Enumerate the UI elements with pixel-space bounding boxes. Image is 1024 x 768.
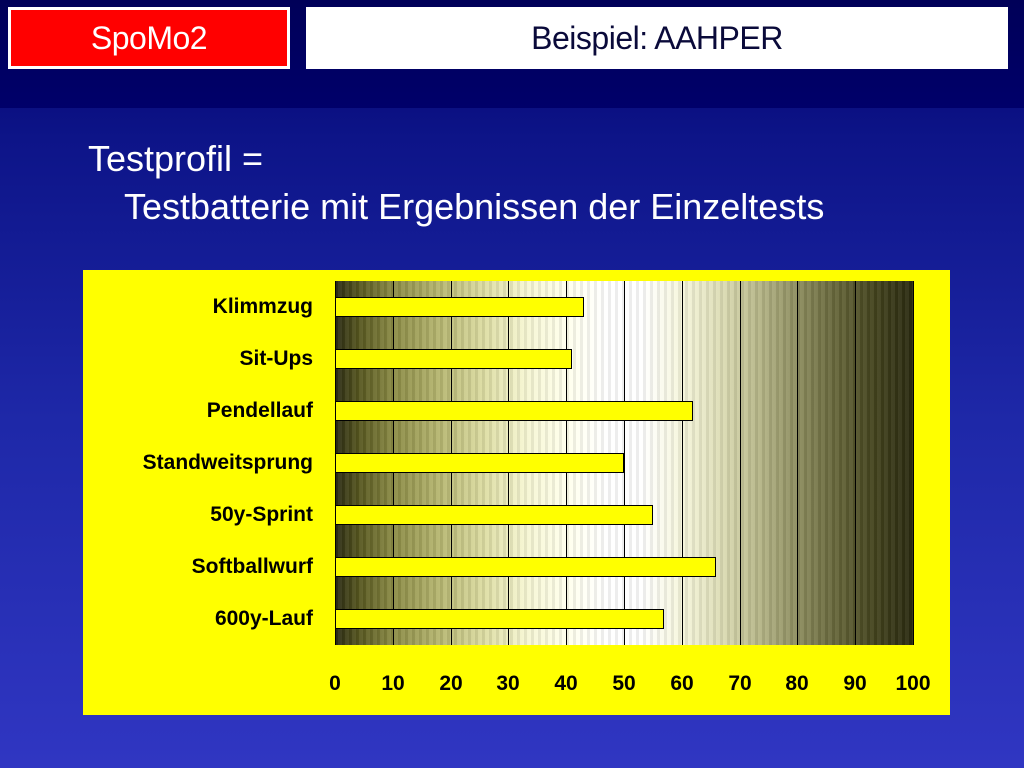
category-label: Sit-Ups <box>239 347 314 370</box>
bar-softballwurf <box>335 557 716 577</box>
definition-text: Testbatterie mit Ergebnissen der Einzelt… <box>124 186 825 227</box>
bar-600y-lauf <box>335 609 664 629</box>
category-label: Softballwurf <box>191 555 313 578</box>
definition-heading: Testprofil = <box>88 138 264 179</box>
x-tick-label: 10 <box>381 672 405 695</box>
x-tick-label: 30 <box>496 672 520 695</box>
x-tick-label: 0 <box>329 672 341 695</box>
x-tick-label: 70 <box>728 672 752 695</box>
bar-pendellauf <box>335 401 693 421</box>
category-label: 600y-Lauf <box>214 607 313 630</box>
gridline <box>855 281 856 645</box>
x-tick-label: 100 <box>895 672 931 695</box>
gridline <box>797 281 798 645</box>
gridline <box>682 281 683 645</box>
slide-title-box: Beispiel: AAHPER <box>306 7 1008 69</box>
slide-title: Beispiel: AAHPER <box>531 19 783 56</box>
gridline <box>740 281 741 645</box>
bar-50y-sprint <box>335 505 653 525</box>
category-label: Pendellauf <box>206 399 313 422</box>
gridline <box>913 281 914 645</box>
x-tick-label: 60 <box>670 672 694 695</box>
category-label: Klimmzug <box>212 295 313 318</box>
category-label: Standweitsprung <box>142 451 313 474</box>
category-label: 50y-Sprint <box>210 503 313 526</box>
gridline <box>624 281 625 645</box>
x-tick-label: 40 <box>554 672 578 695</box>
brand-label: SpoMo2 <box>90 19 208 56</box>
bar-standweitsprung <box>335 453 624 473</box>
plot-area <box>335 281 914 645</box>
bar-sit-ups <box>335 349 572 369</box>
x-tick-label: 90 <box>843 672 867 695</box>
x-tick-label: 20 <box>439 672 463 695</box>
chart-panel: Klimmzug Sit-Ups Pendellauf Standweitsprung… <box>83 270 950 715</box>
brand-box: SpoMo2 <box>8 7 290 69</box>
bar-klimmzug <box>335 297 584 317</box>
x-tick-label: 80 <box>785 672 809 695</box>
x-tick-label: 50 <box>612 672 636 695</box>
